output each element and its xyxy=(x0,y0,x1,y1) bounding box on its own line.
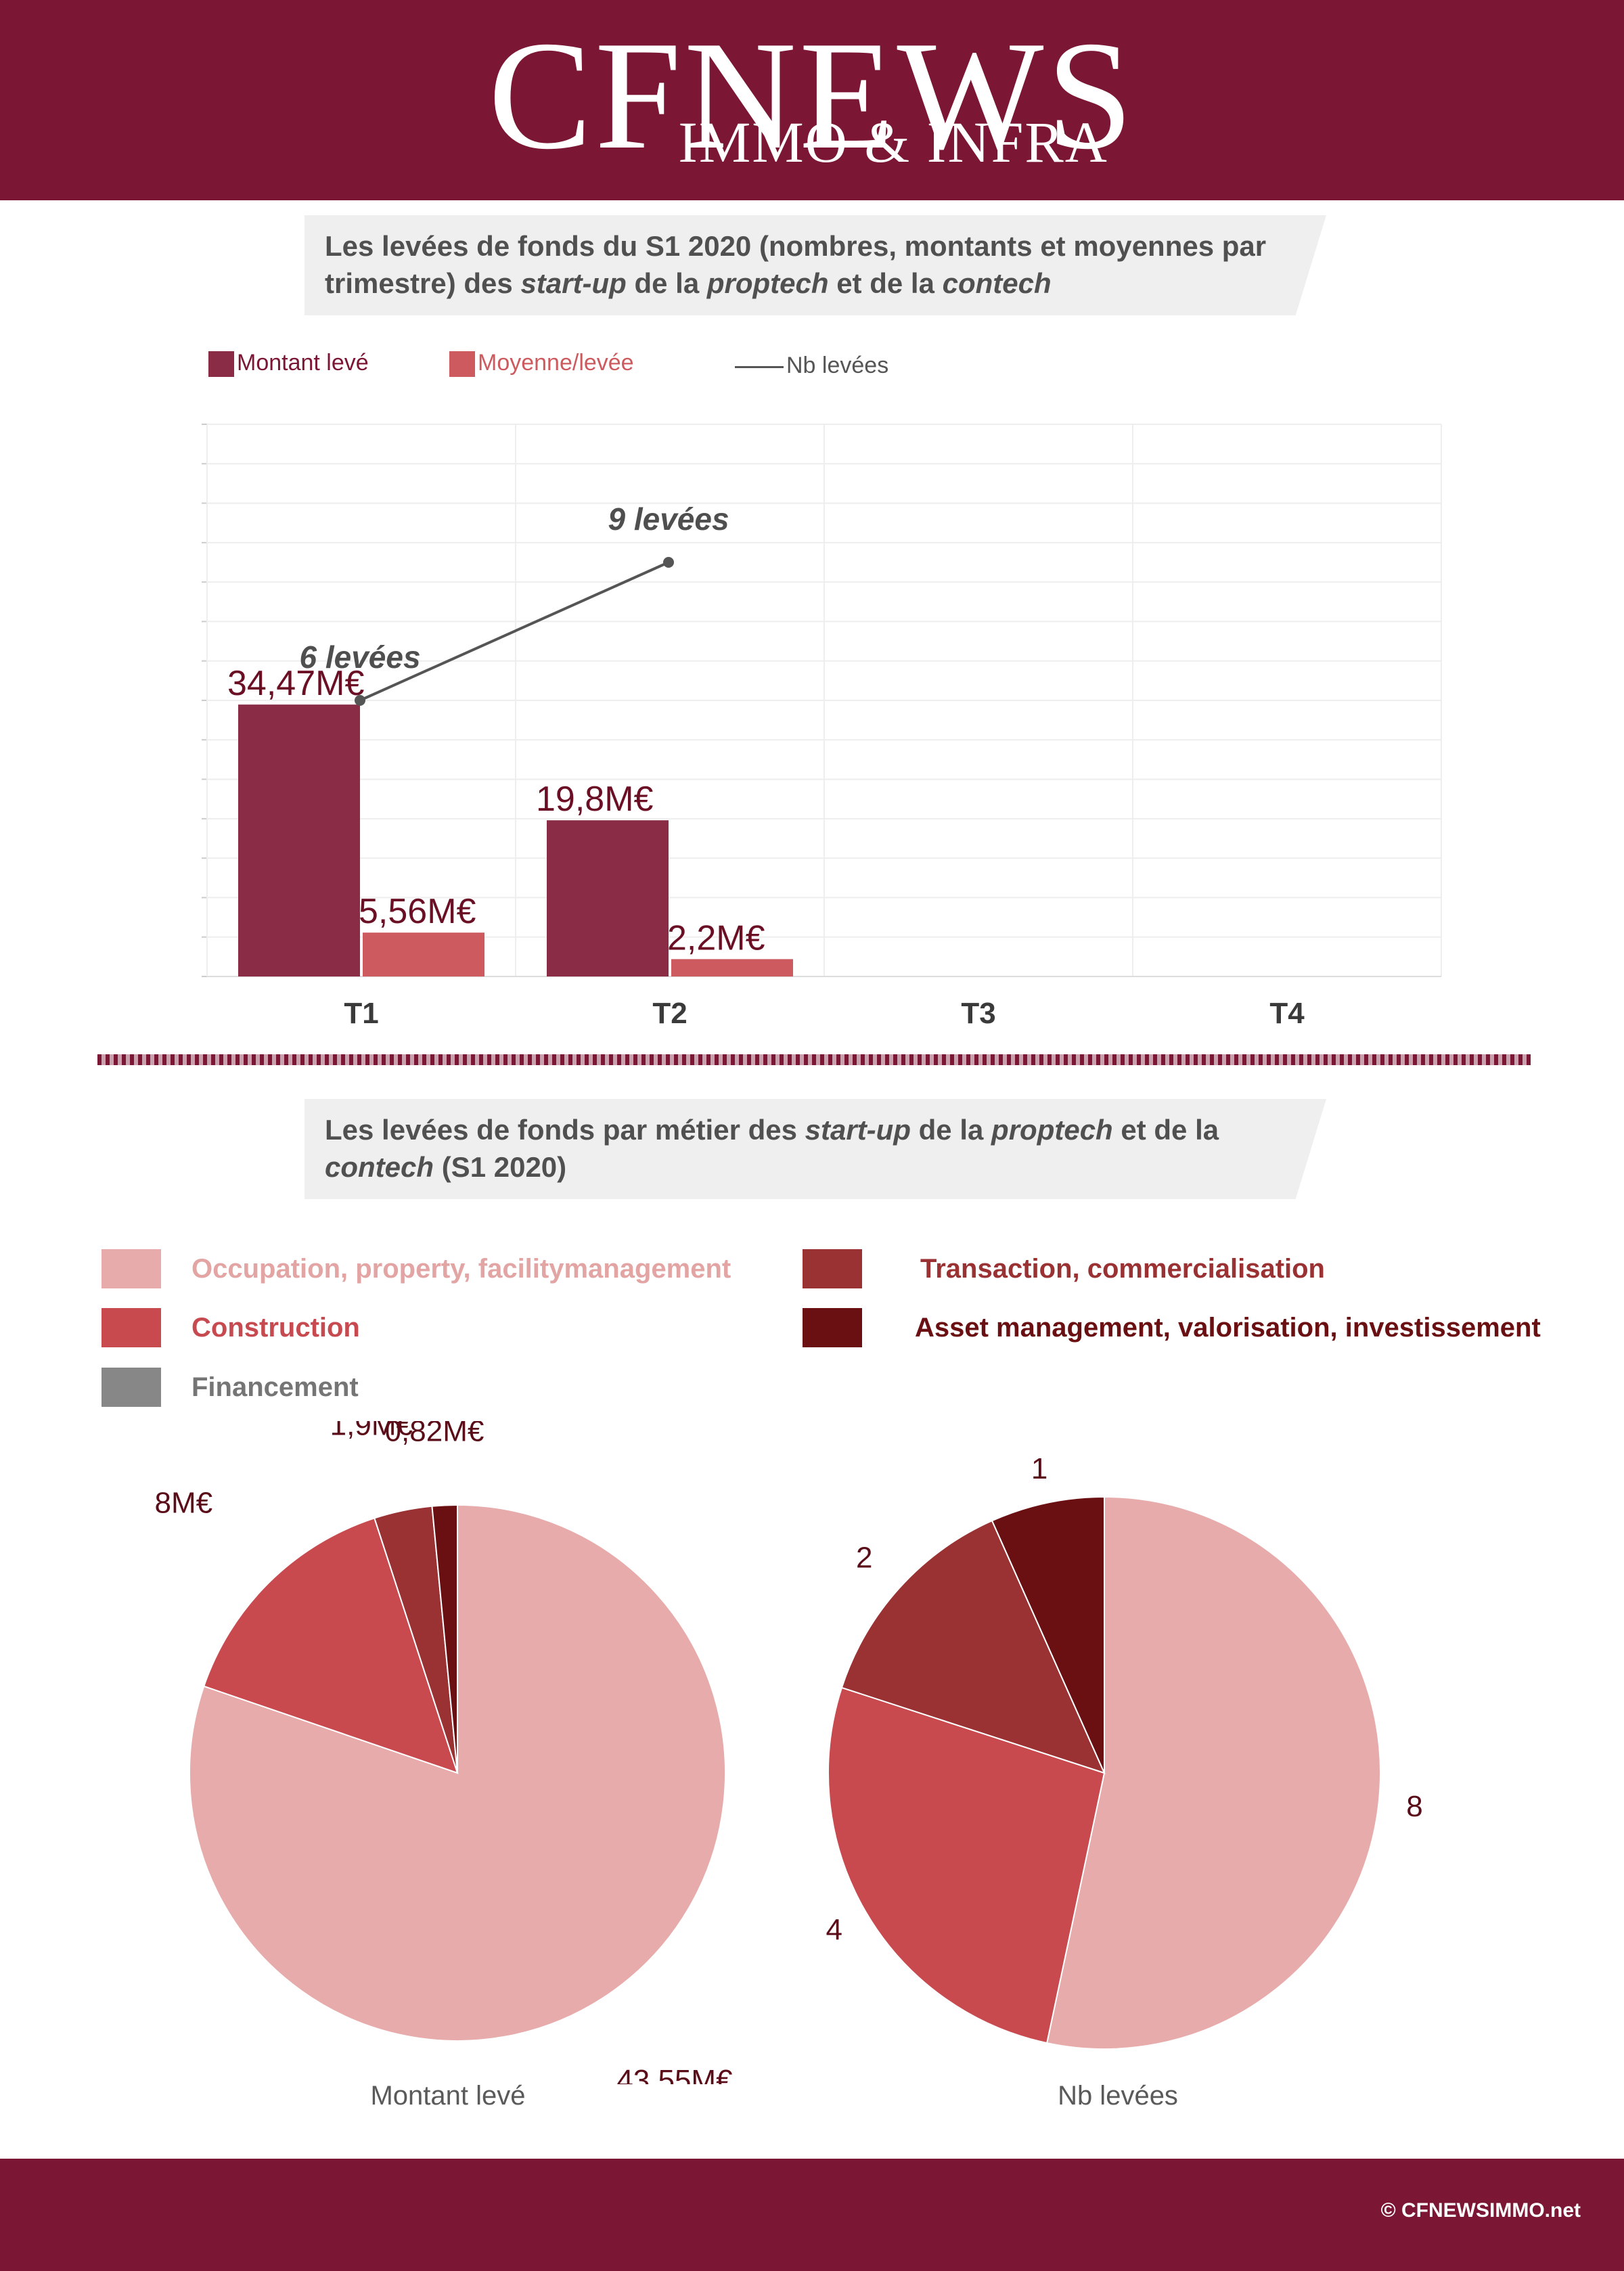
pie1-slice-asset xyxy=(431,1504,458,1774)
legend-nb-levees-label: Nb levées xyxy=(786,353,889,378)
legend-occupation: Occupation, property, facilitymanagement xyxy=(102,1249,778,1290)
section2-title-part-6: (S1 2020) xyxy=(434,1151,567,1183)
pie2-slice-asset xyxy=(991,1496,1105,1774)
pie1-caption: Montant levé xyxy=(370,2081,526,2111)
legend-moyenne: Moyenne/levée xyxy=(449,346,634,379)
section1-title: Les levées de fonds du S1 2020 (nombres,… xyxy=(304,215,1326,315)
data-label-montant-t1: 34,47M€ xyxy=(227,664,364,703)
x-tick-label-t2: T2 xyxy=(652,997,687,1030)
section2-title-part-4: et de la xyxy=(1112,1114,1219,1146)
bar-montant-t1 xyxy=(238,704,360,976)
legend-montant-label: Montant levé xyxy=(237,350,369,376)
data-label-nb-levees-t1: 6 levées xyxy=(299,639,420,675)
point-nb-levees-t2 xyxy=(663,557,674,568)
pie2-caption: Nb levées xyxy=(1058,2081,1178,2111)
pie1-label-occupation: 43,55M€ xyxy=(616,2064,732,2084)
x-tick-label-t3: T3 xyxy=(961,997,995,1030)
pie-charts: 43,55M€ 8M€ 1,9M€0,82M€ 8 4 2 1 xyxy=(155,1421,1423,2084)
legend-construction-label: Construction xyxy=(191,1313,360,1343)
legend-transaction: Transaction, commercialisation xyxy=(803,1249,1547,1290)
legend-construction-swatch xyxy=(102,1308,161,1347)
pie1-slice-construction xyxy=(203,1517,459,1774)
point-nb-levees-t1 xyxy=(355,695,365,706)
bar-moyenne-t2 xyxy=(671,959,793,976)
data-label-moyenne-t2: 2,2M€ xyxy=(667,918,765,958)
data-label-montant-t2: 19,8M€ xyxy=(536,780,654,819)
legend-financement-label: Financement xyxy=(191,1372,359,1402)
section1-title-part-0: Les levées de fonds du S1 2020 (nombres,… xyxy=(325,230,1267,299)
legend-financement: Financement xyxy=(102,1368,778,1408)
pie1-label-transaction: 1,9M€ xyxy=(330,1421,413,1441)
legend-asset-management-swatch xyxy=(803,1308,862,1347)
legend-transaction-swatch xyxy=(803,1249,862,1288)
pie2-label-occupation: 8 xyxy=(1406,1790,1422,1823)
legend-montant-swatch xyxy=(208,351,234,378)
pie2-label-transaction: 2 xyxy=(856,1542,872,1575)
section1-title-part-1: start-up xyxy=(520,267,627,299)
logo-immo-infra: IMMO & INFRA xyxy=(678,110,1108,175)
pie2-slice-occupation xyxy=(1045,1496,1381,2050)
x-tick-label-t1: T1 xyxy=(344,997,378,1030)
bar-montant-t2 xyxy=(547,820,669,976)
data-label-nb-levees-t2: 9 levées xyxy=(608,501,729,537)
footer-copyright: © CFNEWSIMMO.net xyxy=(1380,2199,1581,2222)
legend-montant: Montant levé xyxy=(208,346,369,379)
logo-cfnews: CFNEWS xyxy=(488,9,1136,181)
legend-asset-management: Asset management, valorisation, investis… xyxy=(803,1308,1601,1349)
pie1-slice-occupation xyxy=(189,1504,726,2042)
legend-occupation-swatch xyxy=(102,1249,161,1288)
bar-chart: T1 34,47M€ 5,56M€ T2 19,8M€ 2,2M€ T3 T4 6 levées… xyxy=(202,424,1442,1030)
legend-financement-swatch xyxy=(102,1368,161,1407)
section1-title-part-3: proptech xyxy=(706,267,829,299)
footer-banner: © CFNEWSIMMO.net xyxy=(0,2159,1624,2271)
legend-occupation-label: Occupation, property, facilitymanagement xyxy=(191,1254,731,1284)
pie2-slice-transaction xyxy=(840,1519,1106,1774)
legend-moyenne-label: Moyenne/levée xyxy=(478,350,634,376)
pie2-label-asset: 1 xyxy=(1031,1452,1047,1485)
legend-asset-management-label: Asset management, valorisation, investis… xyxy=(915,1313,1541,1343)
x-tick-label-t4: T4 xyxy=(1269,997,1305,1030)
section2-title: Les levées de fonds par métier des start… xyxy=(304,1099,1326,1199)
pie2-label-construction: 4 xyxy=(826,1914,842,1947)
bar-moyenne-t1 xyxy=(363,932,484,976)
pie1-label-construction: 8M€ xyxy=(155,1486,213,1519)
legend-construction: Construction xyxy=(102,1308,778,1349)
legend-line-swatch xyxy=(735,365,784,368)
section2-title-part-2: de la xyxy=(910,1114,992,1146)
line-nb-levees xyxy=(359,561,669,702)
section2-title-part-1: start-up xyxy=(805,1114,911,1146)
pie2-slice-construction xyxy=(828,1686,1106,2044)
section2-title-part-5: contech xyxy=(325,1151,434,1183)
pie1-label-asset: 0,82M€ xyxy=(385,1421,484,1448)
section1-title-part-4: et de la xyxy=(828,267,943,299)
section1-title-part-5: contech xyxy=(942,267,1052,299)
data-label-moyenne-t1: 5,56M€ xyxy=(359,892,476,931)
legend-nb-levees: Nb levées xyxy=(735,349,888,382)
legend-transaction-label: Transaction, commercialisation xyxy=(920,1254,1325,1284)
section2-title-part-3: proptech xyxy=(991,1114,1113,1146)
section1-title-part-2: de la xyxy=(626,267,707,299)
section-divider xyxy=(97,1054,1531,1065)
section2-title-part-0: Les levées de fonds par métier des xyxy=(325,1114,805,1146)
legend-moyenne-swatch xyxy=(449,351,475,378)
header-banner: CFNEWS IMMO & INFRA xyxy=(0,0,1624,200)
